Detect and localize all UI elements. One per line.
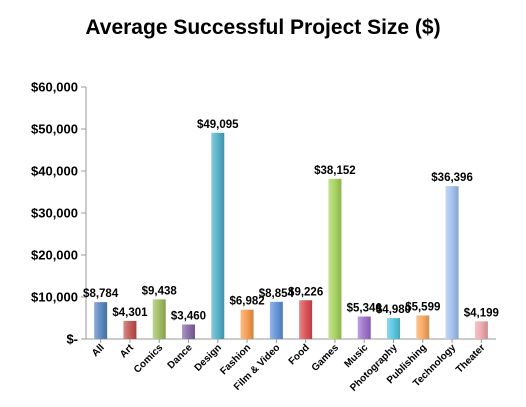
- y-tick-label: $-: [66, 332, 78, 347]
- data-label: $4,980: [376, 304, 411, 316]
- data-label: $49,095: [197, 119, 239, 131]
- bar-comics: [152, 299, 166, 339]
- data-label: $8,854: [259, 288, 295, 300]
- bar-theater: [474, 321, 488, 339]
- bar-publishing: [416, 315, 430, 339]
- data-label: $8,784: [83, 288, 119, 300]
- bar-film-video: [269, 301, 283, 339]
- data-label: $36,396: [431, 172, 473, 184]
- bar-music: [357, 316, 371, 339]
- data-label: $9,226: [288, 286, 323, 298]
- x-tick-label: Food: [287, 342, 312, 367]
- x-tick-label: Theater: [454, 342, 487, 375]
- chart-title: Average Successful Project Size ($): [85, 16, 440, 39]
- x-tick-label: Comics: [132, 342, 166, 376]
- data-label: $4,199: [464, 307, 499, 319]
- data-label: $5,599: [405, 301, 440, 313]
- bar-all: [94, 302, 108, 339]
- data-label: $38,152: [314, 165, 356, 177]
- data-label: $4,301: [112, 307, 148, 319]
- data-label: $9,438: [142, 285, 178, 297]
- x-tick-label: All: [90, 342, 107, 359]
- bar-design: [211, 132, 225, 339]
- bar-photography: [387, 318, 400, 339]
- x-tick-label: Games: [310, 342, 342, 374]
- y-tick-label: $20,000: [31, 248, 78, 263]
- bar-dance: [182, 324, 195, 339]
- x-tick-label: Music: [343, 342, 371, 370]
- bar-art: [123, 320, 137, 339]
- data-label: $6,982: [229, 296, 264, 308]
- bar-games: [328, 178, 342, 339]
- y-tick-label: $50,000: [31, 122, 78, 137]
- y-tick-label: $60,000: [31, 80, 78, 95]
- bar-food: [299, 300, 313, 339]
- x-tick-label: Dance: [166, 342, 195, 371]
- y-tick-label: $10,000: [31, 290, 78, 305]
- bar-technology: [445, 186, 459, 339]
- bar-fashion: [240, 309, 254, 339]
- x-tick-label: Art: [118, 342, 136, 360]
- data-label: $5,346: [347, 303, 382, 315]
- y-tick-label: $30,000: [31, 206, 78, 221]
- data-label: $3,460: [171, 310, 206, 322]
- y-tick-label: $40,000: [31, 164, 78, 179]
